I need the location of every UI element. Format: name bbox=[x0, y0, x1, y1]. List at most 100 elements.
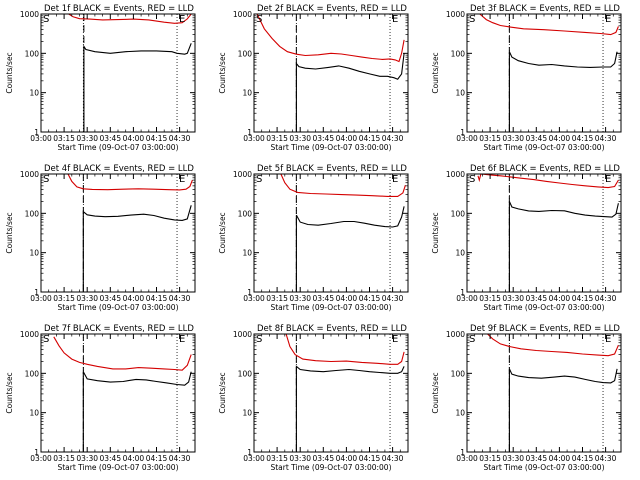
events-series-line bbox=[295, 365, 405, 452]
x-tick-label: 03:45 bbox=[99, 134, 121, 143]
lld-series-line bbox=[68, 14, 192, 24]
y-tick-label: 1 bbox=[247, 288, 252, 297]
x-tick-label: 03:15 bbox=[479, 294, 501, 303]
panel-series bbox=[280, 174, 406, 292]
y-tick-label: 1000 bbox=[446, 10, 465, 19]
x-tick-label: 03:15 bbox=[266, 294, 288, 303]
events-series-line bbox=[82, 371, 192, 452]
y-tick-label: 10 bbox=[29, 409, 39, 418]
x-tick-label: 03:45 bbox=[525, 454, 547, 463]
x-tick-label: 04:00 bbox=[549, 454, 571, 463]
y-tick-label: 1000 bbox=[446, 170, 465, 179]
start-marker-label: S bbox=[43, 174, 49, 185]
y-tick-label: 1000 bbox=[446, 330, 465, 339]
events-series-line bbox=[508, 201, 619, 292]
x-tick-label: 04:30 bbox=[382, 134, 404, 143]
panel-series bbox=[285, 334, 405, 452]
y-axis-label: Counts/sec bbox=[5, 212, 14, 253]
y-tick-label: 10 bbox=[29, 89, 39, 98]
lld-series-line bbox=[256, 14, 405, 63]
x-tick-label: 04:15 bbox=[146, 454, 168, 463]
start-marker-label: S bbox=[256, 14, 262, 25]
end-marker-label: E bbox=[605, 174, 611, 185]
start-marker-label: S bbox=[43, 334, 49, 345]
x-tick-label: 03:15 bbox=[53, 134, 75, 143]
x-tick-label: 04:00 bbox=[123, 134, 145, 143]
end-marker-label: E bbox=[392, 174, 398, 185]
x-tick-label: 03:45 bbox=[525, 134, 547, 143]
panel-title: Det 1f BLACK = Events, RED = LLD bbox=[44, 4, 194, 14]
x-tick-label: 03:45 bbox=[99, 294, 121, 303]
x-tick-label: 03:00 bbox=[30, 134, 52, 143]
panel-title: Det 7f BLACK = Events, RED = LLD bbox=[44, 324, 194, 334]
x-tick-label: 04:30 bbox=[169, 294, 191, 303]
x-tick-label: 03:45 bbox=[99, 454, 121, 463]
x-tick-label: 03:45 bbox=[312, 454, 334, 463]
panel-title: Det 8f BLACK = Events, RED = LLD bbox=[257, 324, 407, 334]
x-tick-label: 03:30 bbox=[502, 294, 524, 303]
x-axis-label: Start Time (09-Oct-07 03:00:00) bbox=[483, 463, 604, 472]
y-axis-label: Counts/sec bbox=[218, 212, 227, 253]
x-axis-label: Start Time (09-Oct-07 03:00:00) bbox=[483, 143, 604, 152]
x-tick-label: 03:45 bbox=[312, 294, 334, 303]
panel-series bbox=[477, 174, 619, 292]
y-axis-label: Counts/sec bbox=[431, 372, 440, 413]
x-tick-label: 03:15 bbox=[266, 134, 288, 143]
start-marker-label: S bbox=[469, 334, 475, 345]
y-tick-label: 10 bbox=[455, 409, 465, 418]
x-tick-label: 03:15 bbox=[53, 294, 75, 303]
events-series-line bbox=[508, 368, 618, 452]
events-series-line bbox=[83, 43, 192, 132]
lld-series-line bbox=[487, 334, 619, 357]
panel-series bbox=[479, 14, 619, 132]
y-tick-label: 1 bbox=[460, 288, 465, 297]
x-tick-label: 04:30 bbox=[382, 294, 404, 303]
y-tick-label: 10 bbox=[242, 89, 252, 98]
events-series-line bbox=[82, 205, 192, 292]
plot-frame bbox=[40, 173, 196, 293]
x-axis-label: Start Time (09-Oct-07 03:00:00) bbox=[270, 303, 391, 312]
x-tick-label: 03:45 bbox=[312, 134, 334, 143]
plot-frame bbox=[253, 333, 409, 453]
lld-series-line bbox=[479, 14, 619, 36]
panel-title: Det 2f BLACK = Events, RED = LLD bbox=[257, 4, 407, 14]
panel-title: Det 4f BLACK = Events, RED = LLD bbox=[44, 164, 194, 174]
x-tick-label: 04:15 bbox=[359, 294, 381, 303]
x-tick-label: 03:30 bbox=[289, 454, 311, 463]
x-tick-label: 03:15 bbox=[266, 454, 288, 463]
x-tick-label: 03:15 bbox=[479, 454, 501, 463]
end-marker-label: E bbox=[179, 174, 185, 185]
x-tick-label: 03:15 bbox=[53, 454, 75, 463]
panel-series bbox=[53, 336, 192, 452]
y-tick-label: 10 bbox=[455, 89, 465, 98]
x-tick-label: 03:30 bbox=[76, 454, 98, 463]
y-tick-label: 1000 bbox=[233, 330, 252, 339]
y-tick-label: 100 bbox=[25, 49, 40, 58]
end-marker-label: E bbox=[179, 334, 185, 345]
x-tick-label: 04:30 bbox=[382, 454, 404, 463]
x-tick-label: 03:00 bbox=[456, 294, 478, 303]
x-axis-label: Start Time (09-Oct-07 03:00:00) bbox=[270, 143, 391, 152]
lld-series-line bbox=[280, 174, 406, 197]
x-axis-label: Start Time (09-Oct-07 03:00:00) bbox=[57, 143, 178, 152]
y-tick-label: 100 bbox=[451, 369, 466, 378]
x-tick-label: 03:00 bbox=[30, 454, 52, 463]
y-tick-label: 100 bbox=[238, 49, 253, 58]
panel-series bbox=[68, 14, 192, 132]
plot-frame bbox=[253, 13, 409, 133]
panel-series bbox=[256, 14, 405, 132]
y-tick-label: 100 bbox=[25, 369, 40, 378]
panel-title: Det 5f BLACK = Events, RED = LLD bbox=[257, 164, 407, 174]
y-tick-label: 100 bbox=[451, 209, 466, 218]
panel-title: Det 3f BLACK = Events, RED = LLD bbox=[470, 4, 620, 14]
plot-frame bbox=[466, 13, 622, 133]
x-axis-label: Start Time (09-Oct-07 03:00:00) bbox=[57, 303, 178, 312]
x-tick-label: 04:00 bbox=[123, 294, 145, 303]
end-marker-label: E bbox=[179, 14, 185, 25]
start-marker-label: S bbox=[256, 174, 262, 185]
